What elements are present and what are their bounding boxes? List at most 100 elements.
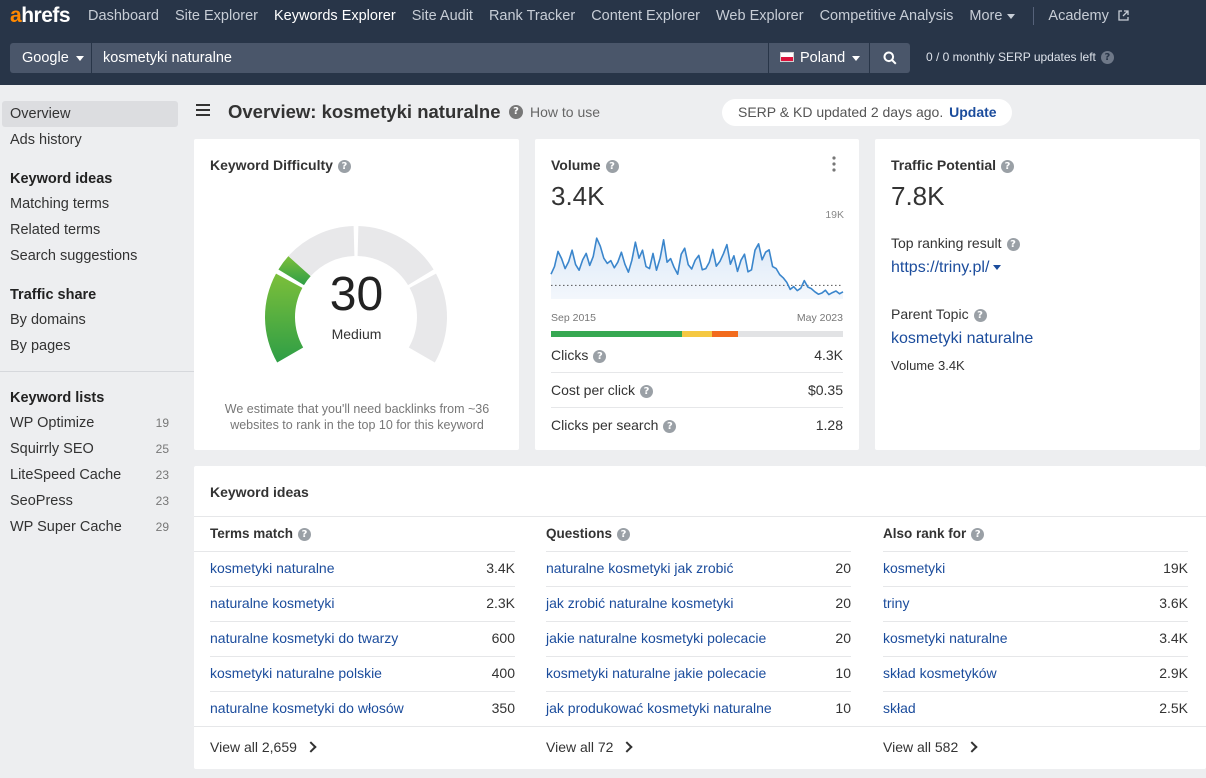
keyword-link[interactable]: kosmetyki naturalne jakie polecacie bbox=[546, 665, 767, 681]
sidebar-item-keyword-list[interactable]: Squirrly SEO 25 bbox=[2, 436, 178, 462]
sidebar-item-keyword-list[interactable]: LiteSpeed Cache 23 bbox=[2, 462, 178, 488]
keyword-link[interactable]: jakie naturalne kosmetyki polecacie bbox=[546, 630, 767, 646]
ahrefs-logo[interactable]: ahrefs bbox=[10, 1, 71, 31]
keyword-link[interactable]: skład kosmetyków bbox=[883, 665, 997, 681]
nav-site-audit[interactable]: Site Audit bbox=[411, 8, 473, 24]
help-icon[interactable]: ? bbox=[1006, 237, 1020, 251]
sidebar-item-ads-history[interactable]: Ads history bbox=[10, 132, 82, 148]
sidebar-heading-traffic-share: Traffic share bbox=[10, 287, 97, 303]
keyword-volume: 2.3K bbox=[486, 595, 515, 611]
top-navigation: ahrefs Dashboard Site Explorer Keywords … bbox=[0, 0, 1206, 32]
keyword-list-count: 23 bbox=[155, 468, 169, 482]
sidebar-item-by-pages[interactable]: By pages bbox=[10, 338, 71, 354]
help-icon[interactable]: ? bbox=[971, 527, 985, 541]
help-icon[interactable]: ? bbox=[298, 527, 312, 541]
keyword-link[interactable]: naturalne kosmetyki do twarzy bbox=[210, 630, 399, 646]
view-all-link[interactable]: View all 2,659 bbox=[210, 739, 317, 755]
sidebar-item-overview[interactable]: Overview bbox=[2, 101, 178, 127]
help-icon[interactable]: ? bbox=[1001, 159, 1015, 173]
view-all-link[interactable]: View all 582 bbox=[883, 739, 978, 755]
country-select[interactable]: Poland bbox=[769, 43, 869, 73]
keyword-link[interactable]: kosmetyki naturalne bbox=[883, 630, 1008, 646]
help-icon[interactable]: ? bbox=[1100, 51, 1114, 65]
help-icon[interactable]: ? bbox=[973, 308, 987, 322]
keyword-link[interactable]: naturalne kosmetyki bbox=[210, 595, 335, 611]
keyword-volume: 3.6K bbox=[1159, 595, 1188, 611]
column-header-text: Questions bbox=[546, 526, 613, 541]
sidebar-item-search-suggestions[interactable]: Search suggestions bbox=[10, 248, 138, 264]
kd-value: 30 bbox=[329, 268, 384, 321]
nav-site-explorer[interactable]: Site Explorer bbox=[174, 8, 258, 24]
search-button[interactable] bbox=[870, 43, 910, 73]
nav-content-explorer[interactable]: Content Explorer bbox=[591, 8, 700, 24]
clicks-per-search-label: Clicks per search? bbox=[551, 417, 677, 433]
nav-web-explorer[interactable]: Web Explorer bbox=[716, 8, 804, 24]
clicks-bar-segment bbox=[737, 331, 844, 337]
help-icon: ? bbox=[509, 105, 523, 120]
how-to-use-link[interactable]: ? How to use bbox=[509, 104, 600, 120]
keyword-volume: 10 bbox=[835, 700, 851, 716]
nav-keywords-explorer[interactable]: Keywords Explorer bbox=[274, 8, 396, 24]
sidebar-item-by-domains[interactable]: By domains bbox=[10, 312, 86, 328]
more-options-icon[interactable] bbox=[831, 156, 837, 172]
keyword-link[interactable]: kosmetyki naturalne bbox=[210, 560, 335, 576]
sidebar-item-related-terms[interactable]: Related terms bbox=[10, 222, 101, 238]
help-icon[interactable]: ? bbox=[640, 384, 654, 398]
keyword-link[interactable]: kosmetyki naturalne polskie bbox=[210, 665, 382, 681]
help-icon[interactable]: ? bbox=[593, 349, 607, 363]
parent-topic-label-text: Parent Topic bbox=[891, 306, 969, 322]
sidebar-item-keyword-list[interactable]: WP Optimize 19 bbox=[2, 410, 178, 436]
nav-academy[interactable]: Academy bbox=[1048, 8, 1129, 24]
sidebar-item-keyword-list[interactable]: WP Super Cache 29 bbox=[2, 514, 178, 540]
keyword-link[interactable]: naturalne kosmetyki do włosów bbox=[210, 700, 404, 716]
nav-competitive-analysis[interactable]: Competitive Analysis bbox=[819, 8, 954, 24]
keyword-list-count: 29 bbox=[155, 520, 169, 534]
keyword-volume: 3.4K bbox=[1159, 630, 1188, 646]
help-icon[interactable]: ? bbox=[663, 419, 677, 433]
chevron-down-icon bbox=[1007, 13, 1016, 19]
help-icon[interactable]: ? bbox=[337, 159, 351, 173]
serp-updates-text: 0 / 0 monthly SERP updates left bbox=[926, 50, 1096, 64]
keyword-search-input[interactable] bbox=[92, 43, 768, 73]
logo-text: hrefs bbox=[21, 4, 71, 27]
how-to-use-label: How to use bbox=[530, 104, 601, 120]
keyword-link[interactable]: skład bbox=[883, 700, 916, 716]
sidebar-heading-keyword-ideas: Keyword ideas bbox=[10, 171, 113, 187]
help-icon[interactable]: ? bbox=[605, 159, 619, 173]
volume-area bbox=[551, 238, 843, 299]
row-divider bbox=[210, 656, 515, 657]
nav-dashboard[interactable]: Dashboard bbox=[88, 8, 159, 24]
keyword-link[interactable]: jak zrobić naturalne kosmetyki bbox=[546, 595, 734, 611]
top-ranking-url-link[interactable]: https://triny.pl/ bbox=[891, 259, 1002, 277]
keyword-link[interactable]: triny bbox=[883, 595, 910, 611]
parent-topic-volume: Volume 3.4K bbox=[891, 358, 965, 373]
keyword-list-count: 19 bbox=[155, 416, 169, 430]
update-button[interactable]: Update bbox=[949, 104, 997, 120]
sidebar-item-matching-terms[interactable]: Matching terms bbox=[10, 196, 110, 212]
keyword-link[interactable]: naturalne kosmetyki jak zrobić bbox=[546, 560, 734, 576]
top-ranking-label: Top ranking result? bbox=[891, 235, 1020, 251]
chevron-right-icon bbox=[966, 741, 978, 753]
keyword-volume: 20 bbox=[835, 560, 851, 576]
nav-rank-tracker[interactable]: Rank Tracker bbox=[488, 8, 576, 24]
help-icon[interactable]: ? bbox=[617, 527, 631, 541]
keyword-link[interactable]: jak produkować kosmetyki naturalne bbox=[546, 700, 772, 716]
parent-topic-link[interactable]: kosmetyki naturalne bbox=[891, 330, 1034, 347]
search-engine-select[interactable]: Google bbox=[10, 43, 91, 73]
keyword-link[interactable]: kosmetyki bbox=[883, 560, 946, 576]
row-divider bbox=[883, 621, 1188, 622]
column-header: Also rank for? bbox=[883, 526, 985, 541]
chart-end-label: May 2023 bbox=[796, 312, 843, 324]
volume-title: Volume? bbox=[551, 157, 619, 173]
menu-icon[interactable] bbox=[196, 104, 210, 116]
view-all-link[interactable]: View all 72 bbox=[546, 739, 634, 755]
sidebar-item-keyword-list[interactable]: SeoPress 23 bbox=[2, 488, 178, 514]
chevron-down-icon bbox=[852, 55, 861, 61]
poland-flag-icon bbox=[780, 52, 794, 63]
keyword-volume: 10 bbox=[835, 665, 851, 681]
row-divider bbox=[546, 621, 851, 622]
nav-more-menu[interactable]: More bbox=[969, 8, 1016, 24]
cpc-label: Cost per click? bbox=[551, 382, 654, 398]
keyword-list-count: 25 bbox=[155, 442, 169, 456]
chevron-right-icon bbox=[305, 741, 317, 753]
